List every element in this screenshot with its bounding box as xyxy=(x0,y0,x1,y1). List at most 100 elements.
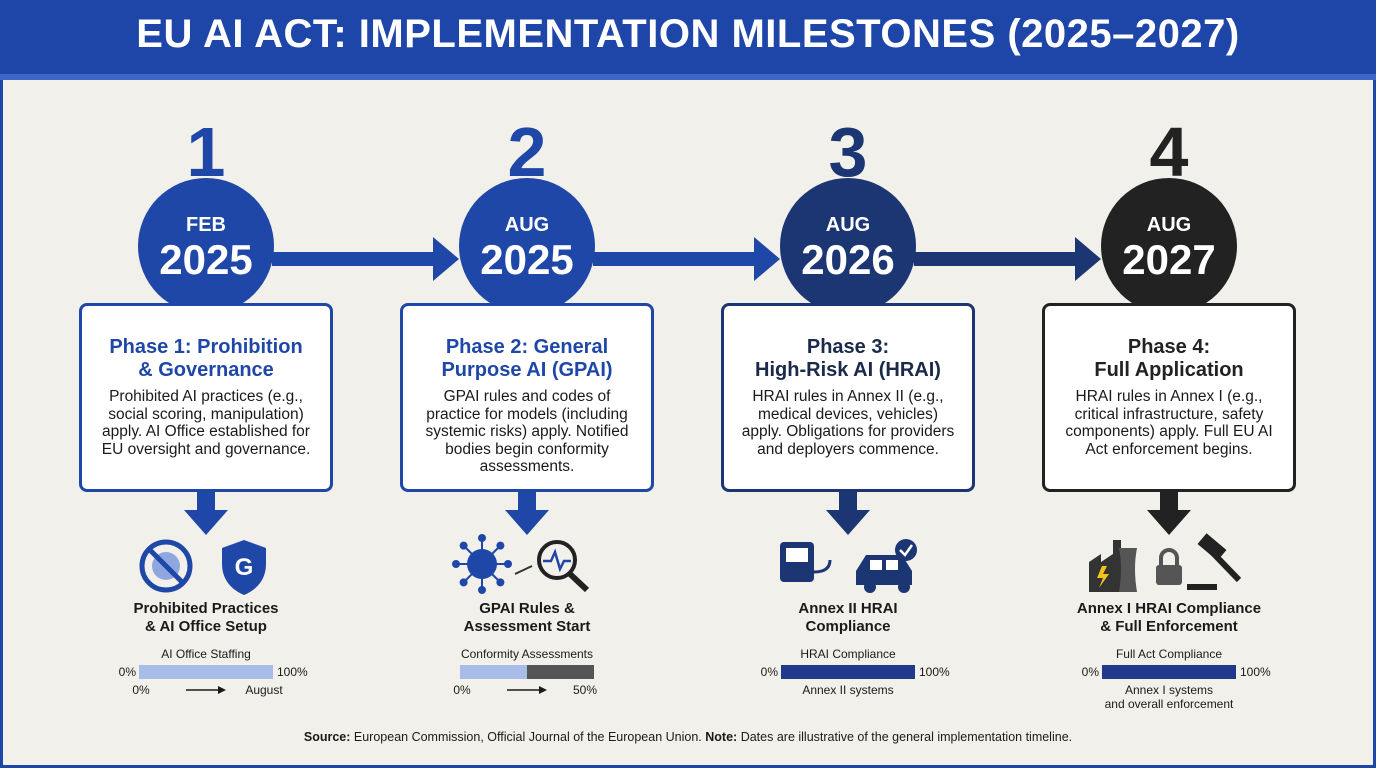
icon-part xyxy=(786,548,808,562)
bar-from: 0% xyxy=(453,683,471,697)
progress-bar-rest xyxy=(527,665,594,679)
caption-line: Compliance xyxy=(805,618,891,635)
phase-title-line: Full Application xyxy=(1094,359,1244,381)
bar-min: 0% xyxy=(760,665,778,679)
down-arrow xyxy=(826,492,870,535)
note: Dates are illustrative of the general im… xyxy=(740,730,1073,744)
icon-part xyxy=(864,581,876,593)
phase-title-line: Phase 3: xyxy=(806,336,890,358)
note-label: Note: xyxy=(705,730,738,744)
car-icon xyxy=(856,539,917,593)
timeline-arrow xyxy=(272,237,459,281)
icon-part xyxy=(895,539,917,561)
phase-description: GPAI rules and codes of practice for mod… xyxy=(425,388,629,475)
phase-box: Phase 4: Full Application HRAI rules in An… xyxy=(1042,303,1296,492)
title: EU AI ACT: IMPLEMENTATION MILESTONES (20… xyxy=(136,12,1240,56)
phase-title-line: Phase 1: Prohibition xyxy=(109,336,303,358)
icon-part xyxy=(813,559,832,574)
icon-part xyxy=(1209,549,1242,583)
source-label: Source: xyxy=(303,730,351,744)
no-icon xyxy=(139,539,193,593)
icon-part xyxy=(147,547,185,585)
bar-max: 100% xyxy=(919,665,950,679)
year: 2027 xyxy=(1122,236,1216,283)
icon-part xyxy=(222,540,266,595)
bar-min: 0% xyxy=(1081,665,1099,679)
bar-max: 100% xyxy=(277,665,308,679)
progress-bar xyxy=(1102,665,1236,679)
year: 2025 xyxy=(159,236,253,283)
phase-title: Phase 4: Full Application xyxy=(1057,336,1281,382)
phase-title-line: Phase 2: General xyxy=(445,336,609,358)
bar-from: 0% xyxy=(132,683,150,697)
bar-title: HRAI Compliance xyxy=(800,647,896,661)
phase-title: Phase 3: High-Risk AI (HRAI) xyxy=(736,336,960,382)
month: AUG xyxy=(504,214,550,236)
month: AUG xyxy=(825,214,871,236)
icon-part xyxy=(899,544,914,557)
caption-line: & AI Office Setup xyxy=(145,618,267,635)
source: European Commission, Official Journal of… xyxy=(353,730,702,744)
caption-line: GPAI Rules & xyxy=(479,600,575,617)
icon-part xyxy=(1197,533,1227,561)
down-arrow xyxy=(1147,492,1191,535)
bar-title: Full Act Compliance xyxy=(1115,647,1223,661)
icon-part xyxy=(870,560,882,570)
down-arrow xyxy=(184,492,228,535)
icon-part xyxy=(459,541,468,550)
timeline-arrow xyxy=(593,237,780,281)
phase-description: HRAI rules in Annex II (e.g., medical de… xyxy=(741,388,955,458)
caption-line: & Full Enforcement xyxy=(1100,618,1238,635)
date-circle: AUG 2026 xyxy=(780,178,916,314)
icon-part xyxy=(1119,548,1137,592)
lock-icon xyxy=(1156,548,1182,585)
device-icon xyxy=(780,542,832,582)
header: EU AI ACT: IMPLEMENTATION MILESTONES (20… xyxy=(0,0,1376,80)
icon-part xyxy=(496,541,505,550)
bar-title: AI Office Staffing xyxy=(161,647,251,661)
bar-min: 0% xyxy=(118,665,136,679)
icon-part xyxy=(462,563,483,584)
icon-part xyxy=(481,563,502,584)
icon-part xyxy=(567,571,590,593)
icon-caption: GPAI Rules & Assessment Start xyxy=(397,600,657,636)
icon-part xyxy=(459,578,468,587)
progress-arrow-head xyxy=(218,686,226,694)
year: 2026 xyxy=(801,236,895,283)
date-circle: FEB 2025 xyxy=(138,178,274,314)
icon-part xyxy=(1187,584,1217,590)
icon-part xyxy=(1156,565,1182,585)
icon-part xyxy=(139,539,193,593)
icon-part xyxy=(481,544,502,565)
phase-description: Prohibited AI practices (e.g., social sc… xyxy=(101,388,311,458)
icon-caption: Annex II HRAI Compliance xyxy=(718,600,978,636)
phase-title-line: Purpose AI (GPAI) xyxy=(441,359,613,381)
icon-part xyxy=(543,548,571,573)
icon-part xyxy=(496,578,505,587)
phase-title-line: & Governance xyxy=(138,359,274,381)
bar-title: Conformity Assessments xyxy=(460,647,594,661)
caption-line: Annex II HRAI xyxy=(798,600,898,617)
icon-part xyxy=(452,560,460,568)
phase-box: Phase 2: General Purpose AI (GPAI) GPAI ru… xyxy=(400,303,654,492)
progress-arrow-head xyxy=(539,686,547,694)
icon-caption: Prohibited Practices & AI Office Setup xyxy=(76,600,336,636)
network-icon xyxy=(452,534,533,594)
bar-note: Annex II systems xyxy=(802,683,894,697)
timeline-arrow xyxy=(914,237,1101,281)
bar-note: Annex I systems xyxy=(1124,683,1214,697)
magnifier-icon xyxy=(537,540,590,593)
phase-title-line: High-Risk AI (HRAI) xyxy=(755,359,941,381)
bar-note: and overall enforcement xyxy=(1104,697,1234,711)
icons xyxy=(1089,533,1242,592)
icons xyxy=(780,539,917,593)
icon-part xyxy=(504,560,512,568)
phase-description: HRAI rules in Annex I (e.g., critical in… xyxy=(1065,388,1273,458)
caption-line: Prohibited Practices xyxy=(133,600,279,617)
icon-part xyxy=(886,560,898,570)
icon-part xyxy=(514,565,533,575)
shield-icon: G xyxy=(222,540,266,595)
icon-part xyxy=(478,534,486,542)
month: AUG xyxy=(1146,214,1192,236)
caption-line: Assessment Start xyxy=(463,618,591,635)
